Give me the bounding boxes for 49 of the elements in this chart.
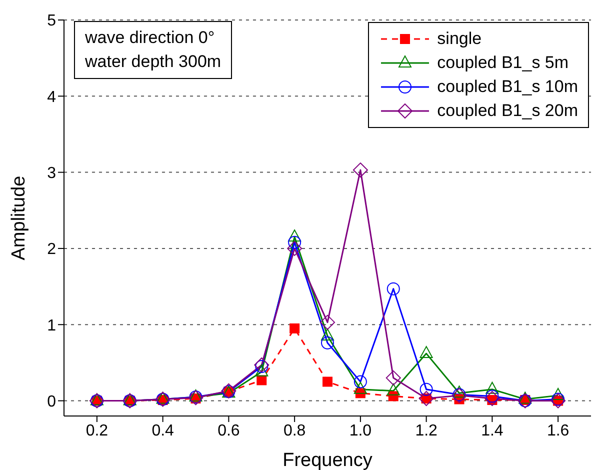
legend-label: coupled B1_s 10m — [437, 77, 578, 97]
annotation: water depth 300m — [85, 51, 222, 73]
point — [288, 236, 302, 249]
point — [255, 364, 268, 376]
point — [288, 230, 302, 242]
point — [484, 390, 500, 406]
point — [255, 360, 268, 373]
x-tick-label: 0.8 — [283, 422, 306, 440]
point — [321, 328, 334, 341]
x-axis-title: Frequency — [282, 450, 373, 470]
point — [352, 162, 368, 178]
point — [254, 357, 270, 372]
point — [486, 382, 499, 394]
point — [486, 390, 499, 403]
legend-label: coupled B1_s 5m — [437, 53, 569, 73]
point — [386, 282, 400, 296]
point — [354, 382, 367, 394]
y-tick-label: 4 — [47, 88, 56, 106]
y-tick-label: 2 — [47, 241, 56, 258]
x-tick-label: 1.0 — [349, 422, 372, 440]
point — [552, 388, 565, 400]
y-tick-label: 0 — [47, 393, 56, 410]
point — [452, 386, 466, 398]
annotation-box: wave direction 0° water depth 300m — [74, 21, 232, 79]
point — [321, 336, 334, 350]
point — [287, 240, 302, 256]
legend-label: coupled B1_s 20m — [437, 101, 578, 121]
point — [320, 314, 335, 330]
y-tick-label: 3 — [47, 164, 56, 182]
annotation: wave direction 0° — [85, 27, 216, 49]
point — [386, 383, 400, 396]
x-tick-label: 0.6 — [218, 422, 240, 440]
x-tick-label: 1.6 — [546, 422, 570, 440]
x-tick-label: 1.2 — [415, 422, 438, 440]
y-axis-title: Amplitude — [8, 176, 30, 260]
x-tick-label: 0.4 — [152, 422, 174, 440]
y-tick-label: 1 — [47, 317, 56, 334]
point — [420, 382, 433, 396]
x-tick-label: 1.4 — [481, 422, 504, 440]
legend-label: single — [437, 29, 482, 49]
point — [322, 376, 332, 387]
y-tick-label: 5 — [47, 12, 56, 30]
point — [256, 375, 267, 386]
point — [386, 370, 401, 386]
point — [420, 346, 433, 358]
x-tick-label: 0.2 — [86, 422, 108, 440]
point — [354, 375, 367, 388]
point — [518, 392, 532, 404]
point — [290, 323, 300, 334]
